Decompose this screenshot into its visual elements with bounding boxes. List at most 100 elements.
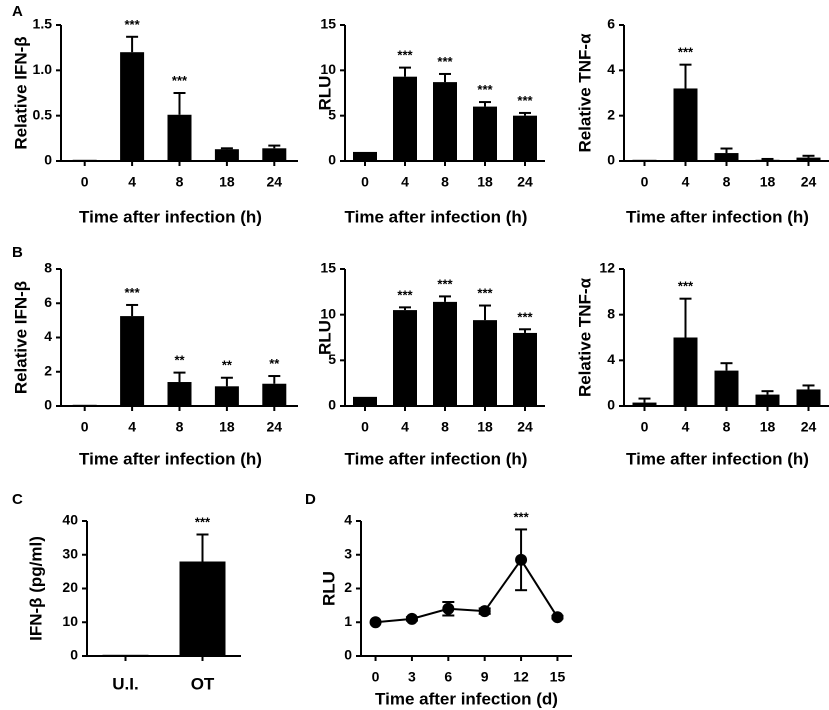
- significance-marker: ***: [517, 309, 533, 324]
- x-tick-label: 18: [477, 174, 493, 190]
- panel-label: B: [12, 244, 23, 261]
- x-tick-label: 18: [760, 419, 776, 435]
- significance-marker: **: [222, 358, 233, 373]
- significance-marker: ***: [513, 509, 529, 524]
- y-tick-label: 1.5: [33, 16, 53, 32]
- x-tick-label: 9: [481, 669, 489, 685]
- x-tick-label: 4: [682, 419, 690, 435]
- x-tick-label: 24: [801, 419, 817, 435]
- y-tick-label: 2: [607, 106, 615, 122]
- significance-marker: ***: [437, 276, 453, 291]
- significance-marker: ***: [172, 73, 188, 88]
- data-point: [405, 612, 418, 625]
- bar: [214, 149, 239, 161]
- x-tick-label: 8: [723, 419, 731, 435]
- x-tick-label: 24: [517, 419, 533, 435]
- y-tick-label: 1: [344, 613, 352, 629]
- significance-marker: **: [269, 356, 280, 371]
- panel-7: C 0 10 20 30 40 IFN-β (pg/ml) U.I. OT ***: [12, 491, 241, 693]
- y-axis-label: RLU: [319, 571, 338, 606]
- bar: [393, 310, 417, 406]
- y-tick-label: 0: [70, 647, 78, 663]
- x-tick-label: U.I.: [112, 674, 138, 693]
- x-axis-label: Time after infection (h): [345, 207, 528, 226]
- bar: [473, 106, 497, 161]
- y-axis-label: RLU: [315, 76, 334, 111]
- x-tick-label: 0: [81, 174, 89, 190]
- x-axis-label: Time after infection (h): [626, 207, 809, 226]
- x-axis-label: Time after infection (h): [79, 449, 262, 468]
- significance-marker: ***: [517, 93, 533, 108]
- y-tick-label: 0: [328, 397, 336, 413]
- bar: [120, 52, 145, 162]
- x-tick-label: 24: [801, 174, 817, 190]
- data-point: [369, 616, 382, 629]
- x-axis-label: Time after infection (h): [626, 449, 809, 468]
- bar: [262, 383, 287, 406]
- series-line: [375, 558, 559, 624]
- x-tick-label: 8: [723, 174, 731, 190]
- bar: [433, 301, 457, 406]
- panel-label: C: [12, 491, 23, 508]
- y-tick-label: 3: [344, 545, 352, 561]
- y-axis-label: RLU: [315, 320, 334, 355]
- y-tick-label: 0.5: [33, 106, 53, 122]
- bar: [632, 402, 657, 406]
- y-tick-label: 5: [328, 351, 336, 367]
- x-axis-label: Time after infection (h): [79, 207, 262, 226]
- x-tick-label: 12: [513, 669, 529, 685]
- x-tick-label: 18: [760, 174, 776, 190]
- panel-label: A: [12, 3, 23, 20]
- y-tick-label: 8: [44, 260, 52, 276]
- bar: [632, 159, 657, 161]
- x-tick-label: 18: [219, 174, 235, 190]
- bar: [673, 88, 698, 161]
- y-tick-label: 20: [62, 579, 78, 595]
- y-tick-label: 4: [607, 351, 615, 367]
- bar: [167, 382, 192, 406]
- x-tick-label: 0: [372, 669, 380, 685]
- significance-marker: ***: [397, 48, 413, 63]
- data-point: [515, 553, 528, 566]
- x-tick-label: 4: [401, 419, 409, 435]
- bar: [673, 337, 698, 406]
- y-tick-label: 1.0: [33, 61, 53, 77]
- y-tick-label: 8: [607, 305, 615, 321]
- x-tick-label: OT: [191, 674, 215, 693]
- x-axis-label: Time after infection (d): [375, 689, 558, 708]
- x-tick-label: 18: [477, 419, 493, 435]
- y-tick-label: 5: [328, 106, 336, 122]
- bar: [214, 386, 239, 406]
- bar: [393, 76, 417, 161]
- x-tick-label: 4: [128, 419, 136, 435]
- significance-marker: ***: [397, 287, 413, 302]
- bar: [72, 404, 97, 406]
- data-point: [551, 611, 564, 624]
- bar: [755, 394, 780, 406]
- significance-marker: ***: [195, 515, 211, 530]
- bar: [167, 114, 192, 161]
- significance-marker: ***: [125, 285, 141, 300]
- significance-marker: ***: [477, 82, 493, 97]
- y-axis-label: Relative IFN-β: [11, 36, 30, 149]
- x-tick-label: 8: [441, 419, 449, 435]
- bar: [120, 316, 145, 406]
- y-tick-label: 10: [320, 61, 336, 77]
- bar: [102, 654, 149, 656]
- y-tick-label: 0: [328, 152, 336, 168]
- y-tick-label: 30: [62, 545, 78, 561]
- bar: [433, 82, 457, 161]
- bar: [755, 159, 780, 161]
- significance-marker: ***: [125, 17, 141, 32]
- bar: [353, 396, 377, 406]
- bar: [796, 157, 821, 161]
- y-axis-label: Relative IFN-β: [11, 281, 30, 394]
- y-tick-label: 0: [44, 152, 52, 168]
- x-tick-label: 24: [267, 174, 283, 190]
- bar: [473, 320, 497, 406]
- bar: [513, 115, 537, 161]
- bar: [796, 389, 821, 406]
